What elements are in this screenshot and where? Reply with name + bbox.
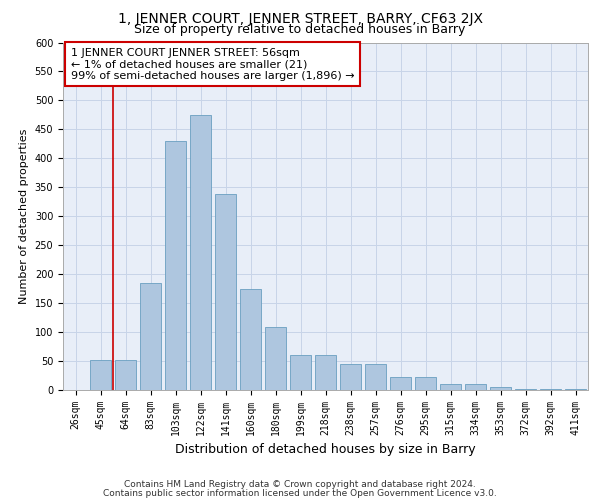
- Text: Size of property relative to detached houses in Barry: Size of property relative to detached ho…: [134, 24, 466, 36]
- Text: Contains public sector information licensed under the Open Government Licence v3: Contains public sector information licen…: [103, 488, 497, 498]
- Bar: [290, 355, 311, 390]
- Bar: [565, 389, 586, 390]
- Bar: [115, 360, 136, 390]
- Bar: [240, 288, 261, 390]
- Bar: [440, 384, 461, 390]
- Bar: [515, 389, 536, 390]
- Bar: [465, 384, 486, 390]
- Bar: [90, 360, 111, 390]
- Bar: [390, 378, 411, 390]
- Text: Contains HM Land Registry data © Crown copyright and database right 2024.: Contains HM Land Registry data © Crown c…: [124, 480, 476, 489]
- Bar: [165, 141, 186, 390]
- Y-axis label: Number of detached properties: Number of detached properties: [19, 128, 29, 304]
- Bar: [215, 194, 236, 390]
- Bar: [340, 364, 361, 390]
- Text: 1 JENNER COURT JENNER STREET: 56sqm
← 1% of detached houses are smaller (21)
99%: 1 JENNER COURT JENNER STREET: 56sqm ← 1%…: [71, 48, 355, 81]
- Bar: [490, 387, 511, 390]
- Bar: [540, 389, 561, 390]
- Bar: [265, 328, 286, 390]
- Bar: [365, 364, 386, 390]
- Bar: [190, 115, 211, 390]
- Bar: [415, 378, 436, 390]
- X-axis label: Distribution of detached houses by size in Barry: Distribution of detached houses by size …: [175, 444, 476, 456]
- Text: 1, JENNER COURT, JENNER STREET, BARRY, CF63 2JX: 1, JENNER COURT, JENNER STREET, BARRY, C…: [118, 12, 482, 26]
- Bar: [140, 283, 161, 390]
- Bar: [315, 355, 336, 390]
